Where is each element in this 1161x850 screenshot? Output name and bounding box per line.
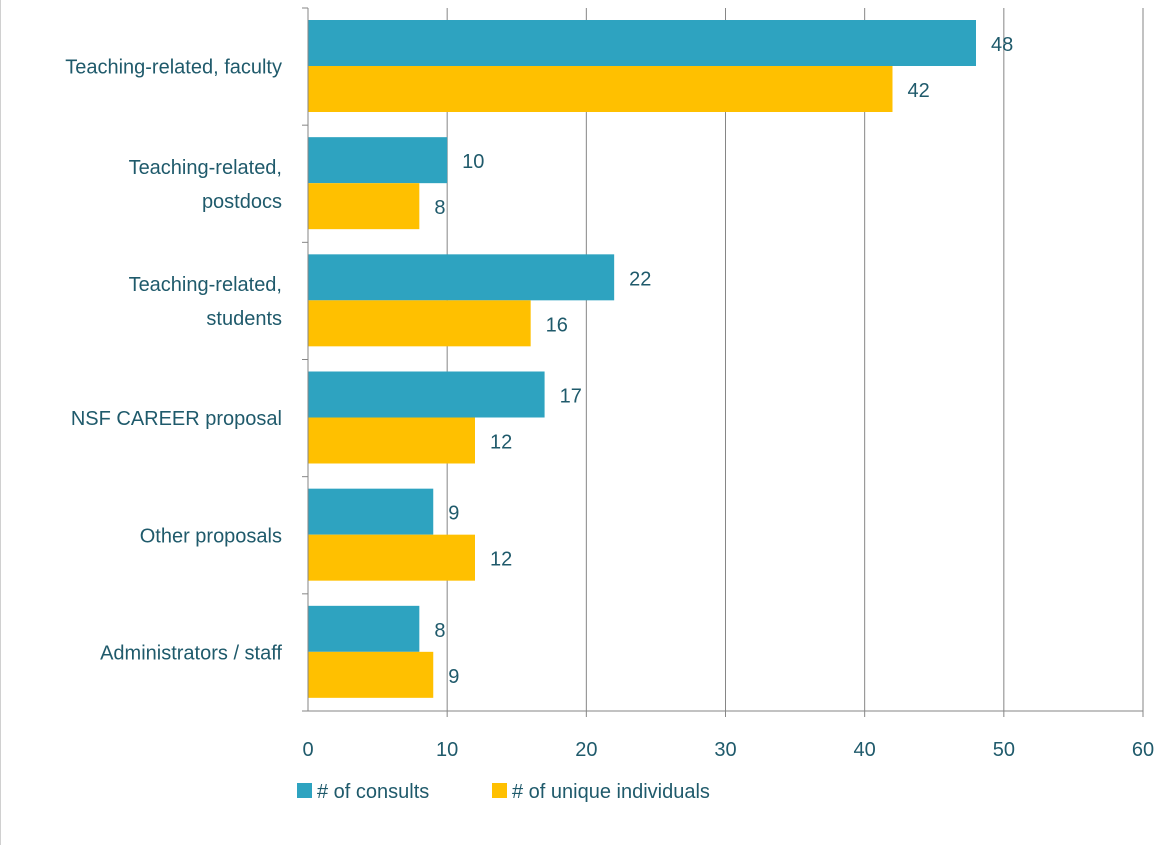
category-label: Teaching-related, students <box>129 274 282 330</box>
category-label: Teaching-related, faculty <box>65 57 282 79</box>
category-label-line: Administrators / staff <box>100 642 282 664</box>
category-label: Other proposals <box>140 525 282 547</box>
bar-unique-individuals <box>308 300 531 347</box>
bar-consults <box>308 20 976 66</box>
data-label: 10 <box>462 151 484 173</box>
data-label: 22 <box>629 268 651 290</box>
gridlines <box>446 8 1144 717</box>
legend-swatch <box>492 783 507 798</box>
category-label-line: Teaching-related, faculty <box>65 57 282 79</box>
x-tick-label: 50 <box>993 739 1015 761</box>
bars <box>308 20 976 698</box>
bar-unique-individuals <box>308 651 434 698</box>
category-label-line: Other proposals <box>140 525 282 547</box>
bar-consults <box>308 488 434 535</box>
category-label-line: Teaching-related, <box>129 274 282 296</box>
data-label: 8 <box>434 197 445 219</box>
category-label-line: postdocs <box>202 191 282 213</box>
data-label: 16 <box>546 314 568 336</box>
x-tick-label: 30 <box>714 739 736 761</box>
x-tick-label: 40 <box>854 739 876 761</box>
x-tick-label: 60 <box>1132 739 1154 761</box>
x-tick-labels: 0 10 20 30 40 50 60 <box>302 739 1154 761</box>
data-label: 17 <box>560 386 582 408</box>
x-tick-label: 10 <box>436 739 458 761</box>
bar-unique-individuals <box>308 183 420 230</box>
x-tick-label: 20 <box>575 739 597 761</box>
bar-consults <box>308 605 420 652</box>
bar-unique-individuals <box>308 66 893 112</box>
category-labels: Teaching-related, faculty Teaching-relate… <box>65 57 282 665</box>
category-label-line: NSF CAREER proposal <box>71 408 282 430</box>
legend-label: # of consults <box>317 781 429 803</box>
bar-consults <box>308 254 615 301</box>
legend: # of consults # of unique individuals <box>297 781 710 803</box>
axes <box>302 7 1143 712</box>
bar-consults <box>308 137 448 184</box>
data-label: 12 <box>490 549 512 571</box>
category-label: Administrators / staff <box>100 642 282 664</box>
data-label: 8 <box>434 620 445 642</box>
legend-label: # of unique individuals <box>512 781 710 803</box>
bar-consults <box>308 371 545 418</box>
legend-swatch <box>297 783 312 798</box>
bar-unique-individuals <box>308 417 475 464</box>
category-label-line: students <box>206 308 282 330</box>
data-label: 9 <box>448 503 459 525</box>
category-label: NSF CAREER proposal <box>71 408 282 430</box>
category-label: Teaching-related, postdocs <box>129 157 282 213</box>
bar-unique-individuals <box>308 534 475 581</box>
x-tick-label: 0 <box>302 739 313 761</box>
category-label-line: Teaching-related, <box>129 157 282 179</box>
data-label: 42 <box>908 80 930 102</box>
data-label: 12 <box>490 432 512 454</box>
data-labels: 48 42 10 8 22 16 17 12 9 12 8 9 <box>434 34 1013 688</box>
data-label: 48 <box>991 34 1013 56</box>
data-label: 9 <box>448 666 459 688</box>
